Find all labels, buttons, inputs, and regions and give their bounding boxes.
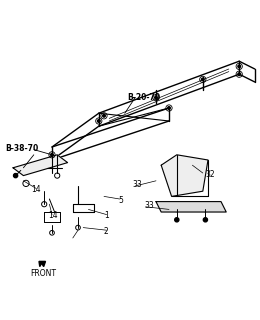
- Polygon shape: [156, 202, 226, 212]
- Text: 5: 5: [118, 196, 123, 205]
- Circle shape: [203, 218, 207, 222]
- Text: B-38-70: B-38-70: [5, 144, 38, 153]
- Polygon shape: [13, 155, 68, 176]
- Circle shape: [202, 78, 204, 81]
- Circle shape: [51, 154, 53, 156]
- Polygon shape: [161, 155, 208, 196]
- Text: FRONT: FRONT: [30, 269, 56, 278]
- Text: 33: 33: [144, 201, 154, 210]
- Text: 2: 2: [104, 227, 109, 236]
- Polygon shape: [39, 261, 46, 267]
- Circle shape: [98, 120, 100, 122]
- Circle shape: [14, 173, 18, 178]
- Circle shape: [238, 65, 240, 68]
- Text: 14: 14: [48, 212, 58, 220]
- Circle shape: [103, 115, 105, 117]
- Text: 32: 32: [205, 170, 215, 179]
- Text: B-20-70: B-20-70: [127, 93, 160, 102]
- Circle shape: [168, 107, 170, 109]
- Text: 33: 33: [133, 180, 142, 189]
- Text: 1: 1: [104, 212, 109, 220]
- Circle shape: [155, 96, 157, 99]
- Circle shape: [175, 218, 179, 222]
- Text: 14: 14: [31, 185, 41, 194]
- Circle shape: [238, 73, 240, 76]
